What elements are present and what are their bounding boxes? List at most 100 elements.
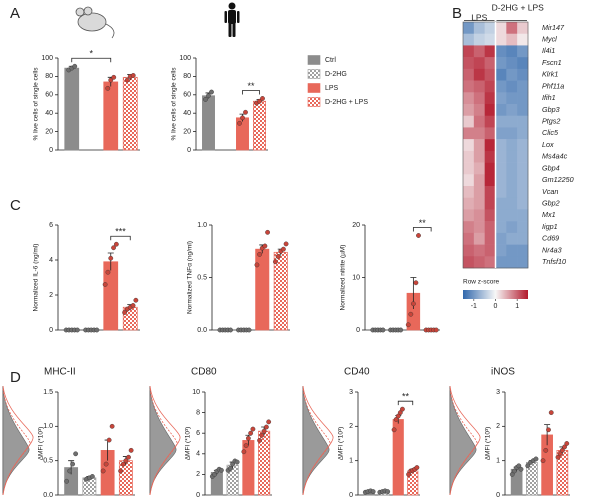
colorbar-tick-label: -1 bbox=[471, 303, 477, 310]
data-point bbox=[259, 432, 265, 438]
significance-label: ** bbox=[402, 392, 410, 402]
data-point bbox=[525, 463, 531, 469]
data-point bbox=[557, 451, 563, 457]
heatmap-cell bbox=[517, 197, 529, 210]
data-point bbox=[398, 327, 404, 333]
gene-label: Fscn1 bbox=[542, 58, 562, 67]
panel-label: A bbox=[10, 5, 20, 22]
heatmap-cell bbox=[517, 221, 529, 234]
heatmap-cell bbox=[506, 45, 518, 58]
y-tick-label: 0.0 bbox=[197, 327, 207, 334]
heatmap-cell bbox=[463, 92, 475, 105]
gene-label: Iigp1 bbox=[542, 222, 558, 231]
data-point bbox=[543, 447, 549, 453]
heatmap-cell bbox=[517, 174, 529, 187]
data-point bbox=[433, 327, 439, 333]
bar bbox=[122, 76, 138, 151]
heatmap-cell bbox=[473, 57, 485, 70]
heatmap-cell bbox=[463, 244, 475, 257]
data-point bbox=[124, 77, 130, 83]
colorbar-tick-label: 1 bbox=[515, 303, 519, 310]
data-point bbox=[206, 93, 211, 99]
heatmap-cell bbox=[517, 127, 529, 140]
legend-swatch bbox=[307, 69, 321, 79]
data-point bbox=[275, 254, 281, 259]
heatmap-cell bbox=[517, 57, 529, 70]
y-tick-label: 3 bbox=[349, 389, 353, 396]
heatmap-cell bbox=[473, 139, 485, 152]
heatmap-cell bbox=[506, 244, 518, 257]
heatmap-cell bbox=[506, 256, 518, 269]
data-point bbox=[123, 458, 129, 464]
data-point bbox=[113, 241, 119, 247]
significance-label: * bbox=[89, 49, 93, 59]
data-point bbox=[546, 427, 551, 433]
heatmap-cell bbox=[495, 209, 507, 222]
y-tick-label: 0 bbox=[496, 492, 500, 499]
heatmap-cell bbox=[495, 57, 507, 70]
gene-label: Ms4a4c bbox=[542, 152, 568, 161]
gene-label: Ptgs2 bbox=[542, 116, 560, 125]
data-point bbox=[94, 327, 100, 333]
heatmap-cell bbox=[484, 139, 496, 152]
y-axis-label: Normalized TNFα (ng/ml) bbox=[187, 241, 194, 314]
data-point bbox=[250, 426, 256, 432]
heatmap-cell bbox=[463, 256, 475, 269]
data-point bbox=[540, 458, 546, 464]
histogram-ctrl bbox=[449, 387, 477, 496]
significance-bracket bbox=[110, 235, 131, 241]
y-tick-label: 100 bbox=[179, 55, 191, 62]
colorbar-title: Row z-score bbox=[463, 279, 500, 286]
heatmap-cell bbox=[463, 186, 475, 199]
heatmap-cell bbox=[517, 150, 529, 163]
heatmap-cell bbox=[506, 186, 518, 199]
data-point bbox=[237, 120, 242, 126]
y-tick-label: 0 bbox=[349, 492, 353, 499]
legend-label: D-2HG bbox=[325, 71, 347, 78]
panel-label: B bbox=[452, 5, 462, 22]
y-tick-label: 100 bbox=[41, 55, 53, 62]
data-point bbox=[111, 74, 117, 80]
heatmap-cell bbox=[506, 104, 518, 117]
y-tick-label: 0.5 bbox=[197, 274, 207, 281]
heatmap-cell bbox=[484, 221, 496, 234]
legend-swatch bbox=[307, 97, 321, 107]
heatmap-cell bbox=[517, 186, 529, 199]
colorbar-tick-label: 0 bbox=[494, 303, 498, 310]
data-point bbox=[512, 468, 517, 474]
y-tick-label: 2 bbox=[496, 423, 500, 430]
y-tick-label: 0 bbox=[187, 147, 191, 154]
heatmap-cell bbox=[506, 68, 518, 81]
data-point bbox=[413, 280, 419, 286]
y-tick-label: 6 bbox=[49, 222, 53, 229]
heatmap-cell bbox=[463, 232, 475, 245]
gene-label: Gbp2 bbox=[542, 198, 560, 207]
histogram-d2hg-lps bbox=[302, 386, 331, 496]
histogram-ctrl bbox=[302, 387, 330, 496]
heatmap-cell bbox=[506, 221, 518, 234]
heatmap-cell bbox=[495, 22, 507, 35]
heatmap-cell bbox=[517, 162, 529, 175]
heatmap-cell bbox=[463, 104, 475, 117]
y-tick-label: 80 bbox=[45, 73, 53, 80]
heatmap-cell bbox=[484, 57, 496, 70]
gene-label: Gm12250 bbox=[542, 175, 574, 184]
heatmap-cell bbox=[463, 127, 475, 140]
bar bbox=[253, 100, 266, 151]
bar bbox=[103, 81, 119, 151]
data-point bbox=[130, 303, 136, 308]
data-point bbox=[518, 466, 524, 472]
y-tick-label: 8 bbox=[196, 409, 200, 416]
y-tick-label: 60 bbox=[45, 92, 53, 99]
data-point bbox=[410, 301, 416, 307]
significance-label: *** bbox=[115, 227, 126, 237]
heatmap-cell bbox=[463, 197, 475, 210]
gene-label: Vcan bbox=[542, 187, 558, 196]
data-point bbox=[67, 468, 73, 474]
group-label: D-2HG + LPS bbox=[492, 2, 545, 12]
y-tick-label: 20 bbox=[183, 128, 191, 135]
data-point bbox=[133, 297, 139, 303]
y-tick-label: 1.0 bbox=[197, 222, 207, 229]
data-point bbox=[122, 310, 128, 315]
